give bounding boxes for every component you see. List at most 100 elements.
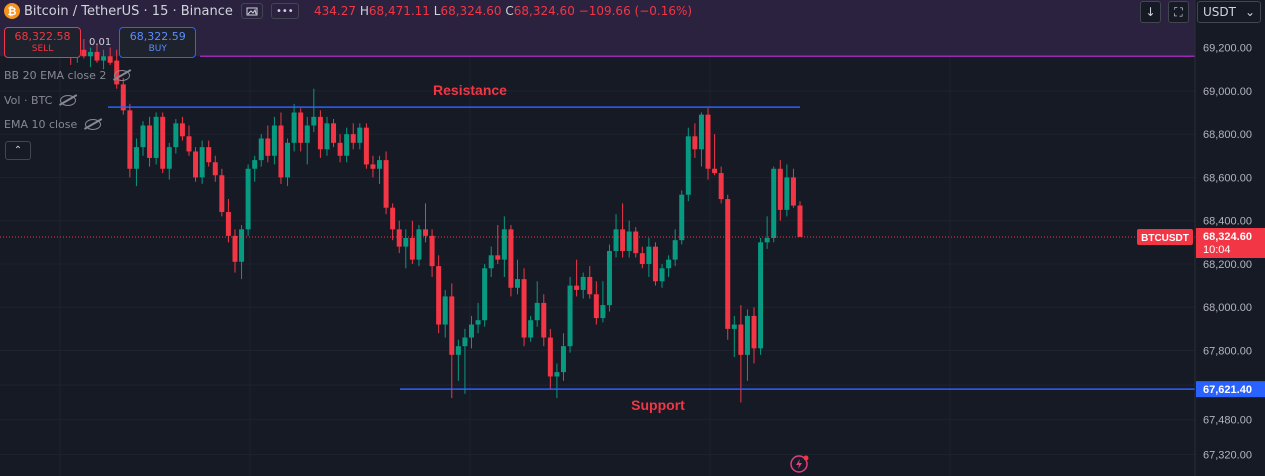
screenshot-icon[interactable] [240,3,263,19]
candle [350,123,356,150]
candle-body [278,125,284,178]
symbol-title[interactable]: Bitcoin / TetherUS · 15 · Binance [24,3,233,19]
candle [797,201,803,237]
candle-body [423,229,429,236]
candle-body [245,168,251,230]
candle [771,166,777,243]
candle-body [554,372,560,377]
candle-series [68,38,803,403]
candle [436,255,442,334]
candle [685,127,691,202]
buy-button[interactable]: 68,322.59 BUY [119,27,197,58]
candle [560,333,566,381]
candle-body [219,175,225,213]
fullscreen-button[interactable]: ⛶ [1168,1,1189,23]
candle [495,225,501,264]
candle [758,238,764,355]
candle [140,121,146,156]
candle-body [442,296,448,325]
candle [311,88,317,132]
candle-body [613,229,619,251]
candle [383,151,389,215]
candle [304,116,310,165]
download-button[interactable]: ↓ [1140,1,1161,23]
candle [166,142,172,180]
candle-body [324,123,330,150]
candle-body [429,235,435,267]
candle [712,134,718,176]
candle [291,103,297,152]
indicator-bb[interactable]: BB 20 EMA close 2 [4,69,131,82]
candle-body [633,231,639,254]
candle-body [560,346,566,373]
candle-body [639,253,645,264]
candle-body [790,177,796,206]
candle [731,315,737,357]
candle-body [298,112,304,143]
indicator-vol[interactable]: Vol · BTC [4,94,77,107]
candle [534,281,540,327]
candle [212,155,218,182]
quantity-value[interactable]: 0.01 [89,37,112,48]
support-label-value: 67,621.40 [1203,384,1252,396]
change-value: −109.66 (−0.16%) [578,4,693,18]
candle-body [580,276,586,290]
eye-hidden-icon[interactable] [114,70,131,81]
candle-body [94,51,100,61]
symbol-tag-label: BTCUSDT [1141,233,1189,244]
candle-body [547,337,553,377]
candle [344,127,350,163]
eye-hidden-icon[interactable] [60,95,77,106]
band-fill [0,0,1195,57]
indicator-ema[interactable]: EMA 10 close [4,118,102,131]
candle-body [620,229,626,251]
candle [751,307,757,364]
y-tick-label: 68,400.00 [1203,216,1252,228]
candle-body [101,56,107,61]
more-options-button[interactable]: ••• [270,3,299,19]
candle [501,216,507,277]
candle [698,112,704,167]
y-tick-label: 69,000.00 [1203,86,1252,98]
candle-body [495,255,501,260]
candle [199,140,205,184]
candle-body [731,324,737,329]
sell-button[interactable]: 68,322.58 SELL [4,27,81,58]
candle-body [311,116,317,126]
y-tick-label: 68,200.00 [1203,259,1252,271]
candle-body [271,125,277,156]
buy-price: 68,322.59 [129,29,186,43]
candle-body [574,285,580,290]
candle-body [133,147,139,169]
candle-body [534,302,540,321]
candle-body [659,268,665,282]
candle [738,305,744,403]
candle [646,238,652,277]
candle-body [285,142,291,178]
candle-body [692,136,698,150]
alert-icon[interactable] [790,455,809,473]
candle [317,110,323,158]
currency-select[interactable]: USDT ⌄ [1197,1,1261,23]
candle-body [357,127,363,143]
candle-body [751,315,757,349]
candle [101,49,107,70]
candle-body [232,235,238,262]
candle [298,108,304,152]
candle [206,140,212,167]
indicator-bb-label: BB 20 EMA close 2 [4,69,107,82]
y-tick-label: 67,320.00 [1203,449,1252,461]
candle [705,108,711,180]
candle [258,134,264,167]
resistance-label: Resistance [433,82,507,98]
candle-body [784,177,790,210]
candle-body [593,294,599,319]
candle [541,294,547,347]
candle [416,225,422,267]
chevron-down-icon: ⌄ [1244,5,1255,19]
eye-hidden-icon[interactable] [85,119,102,130]
indicator-ema-label: EMA 10 close [4,118,78,131]
candle [672,229,678,267]
collapse-indicators-button[interactable]: ⌃ [5,141,31,160]
arrow-down-icon: ↓ [1145,5,1156,19]
